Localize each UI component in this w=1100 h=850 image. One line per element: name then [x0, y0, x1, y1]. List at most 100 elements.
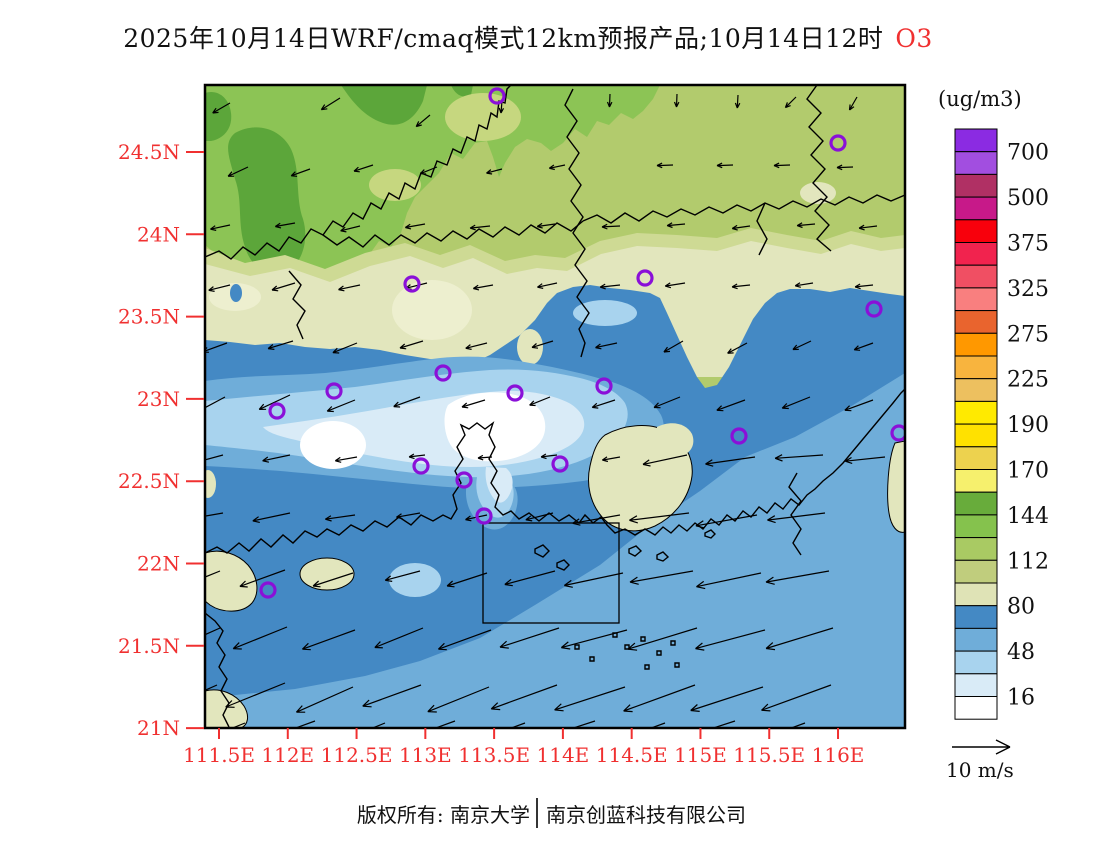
wind-arrow: [469, 224, 491, 231]
lat-tick-label: 21.5N: [118, 634, 180, 658]
wind-arrow: [792, 340, 812, 351]
wind-arrow: [205, 684, 218, 691]
contour-beige-peninsula-lobe: [657, 423, 694, 457]
lat-tick-label: 22N: [137, 552, 180, 576]
wind-arrow: [695, 514, 758, 529]
station-marker: [595, 377, 613, 395]
wind-arrow: [563, 572, 624, 588]
forecast-map: [205, 85, 905, 728]
wind-arrow: [295, 686, 354, 713]
colorbar-cell: [954, 559, 998, 584]
contour-green-pale-1: [445, 93, 521, 141]
wind-arrow: [537, 282, 558, 289]
contour-green-dark-4: [451, 85, 473, 97]
wind-arrow: [252, 512, 291, 523]
wind-arrow: [727, 342, 748, 354]
wind-arrow: [734, 94, 741, 109]
contour-beige-east-sliver: [887, 440, 905, 533]
wind-arrow: [761, 684, 832, 712]
colorbar-cell: [954, 446, 998, 470]
wind-arrow: [301, 629, 356, 651]
contour-beige-left-sliver: [205, 470, 216, 498]
colorbar-cell: [954, 355, 998, 380]
wind-arrow: [205, 512, 224, 517]
wind-arrow: [529, 396, 551, 407]
wind-arrow: [274, 222, 296, 229]
wind-arrow: [629, 570, 694, 585]
colorbar: [954, 128, 998, 720]
colorbar-cell: [954, 696, 998, 720]
wind-arrow: [664, 282, 686, 289]
wind-arrow: [225, 682, 286, 708]
wind-arrow: [731, 224, 751, 231]
wind-arrow: [656, 162, 674, 169]
wind-arrow: [711, 720, 736, 728]
colorbar-unit-label: (ug/m3): [938, 87, 1022, 111]
wind-arrow: [765, 570, 830, 585]
wind-arrow: [796, 222, 816, 229]
wind-legend-label: 10 m/s: [946, 758, 1014, 782]
contour-prd-band3-estuary: [485, 467, 513, 503]
contour-green-dark-2: [205, 91, 232, 141]
wind-arrow: [208, 284, 231, 292]
colorbar-cell: [954, 605, 998, 629]
wind-arrow: [465, 342, 488, 350]
wind-arrow: [525, 512, 554, 522]
station-marker: [475, 507, 493, 525]
station-marker: [268, 402, 286, 420]
lon-tick-label: 112.5E: [321, 743, 393, 767]
wind-arrow: [232, 626, 288, 650]
wind-arrow: [705, 456, 756, 467]
wind-arrow: [623, 684, 696, 713]
contour-beige-patch-ne: [800, 182, 836, 204]
domain-box: [482, 522, 620, 624]
wind-arrow: [267, 340, 294, 350]
lon-tick-label: 115.5E: [733, 743, 805, 767]
wind-arrow: [205, 454, 224, 461]
colorbar-cell: [954, 537, 998, 561]
colorbar-cell: [954, 469, 998, 493]
wind-arrow: [595, 342, 618, 350]
colorbar-tick-label: 325: [1007, 277, 1049, 302]
wind-arrow: [419, 166, 438, 175]
wind-arrow: [844, 399, 874, 412]
lon-tick-label: 115E: [674, 743, 727, 767]
colorbar-cell: [954, 287, 998, 312]
wind-arrow: [408, 453, 426, 460]
lat-tick-label: 22.5N: [118, 469, 180, 493]
colorbar-cell: [954, 673, 998, 697]
lon-tick-label: 114.5E: [596, 743, 668, 767]
wind-arrow: [461, 399, 486, 409]
colorbar-cell: [954, 332, 998, 357]
wind-arrow: [765, 627, 834, 651]
wind-arrow: [210, 224, 231, 231]
wind-arrow: [393, 396, 421, 408]
wind-arrow: [326, 399, 356, 413]
wind-arrow: [477, 454, 493, 461]
contour-beige-column: [517, 329, 543, 365]
wind-arrow: [781, 396, 811, 410]
page-title: 2025年10月14日WRF/cmaq模式12km预报产品;10月14日12时 O…: [123, 24, 933, 53]
wind-arrow: [642, 454, 688, 467]
contour-white-core-prd: [444, 392, 546, 462]
wind-legend-arrow-icon: [952, 739, 1011, 755]
wind-arrow: [554, 686, 626, 712]
lat-tick-label: 24N: [137, 222, 180, 246]
station-marker: [730, 427, 748, 445]
wind-arrow: [490, 684, 558, 711]
colorbar-tick-label: 80: [1007, 595, 1035, 620]
wind-arrow: [312, 572, 354, 588]
lat-tick-label: 23.5N: [118, 305, 180, 329]
wind-arrow: [794, 282, 814, 288]
wind-arrow: [384, 570, 421, 582]
wind-arrow: [629, 512, 690, 524]
wind-arrow: [324, 514, 356, 522]
copyright-owner: 版权所有: 南京大学: [357, 803, 530, 827]
wind-arrow: [320, 97, 341, 111]
wind-arrow: [290, 168, 311, 177]
colorbar-tick-label: 190: [1007, 413, 1049, 438]
station-marker: [829, 134, 847, 152]
lon-axis: 111.5E 112E 112.5E 113E 113.5E 114E 114.5E 115E…: [183, 728, 864, 767]
